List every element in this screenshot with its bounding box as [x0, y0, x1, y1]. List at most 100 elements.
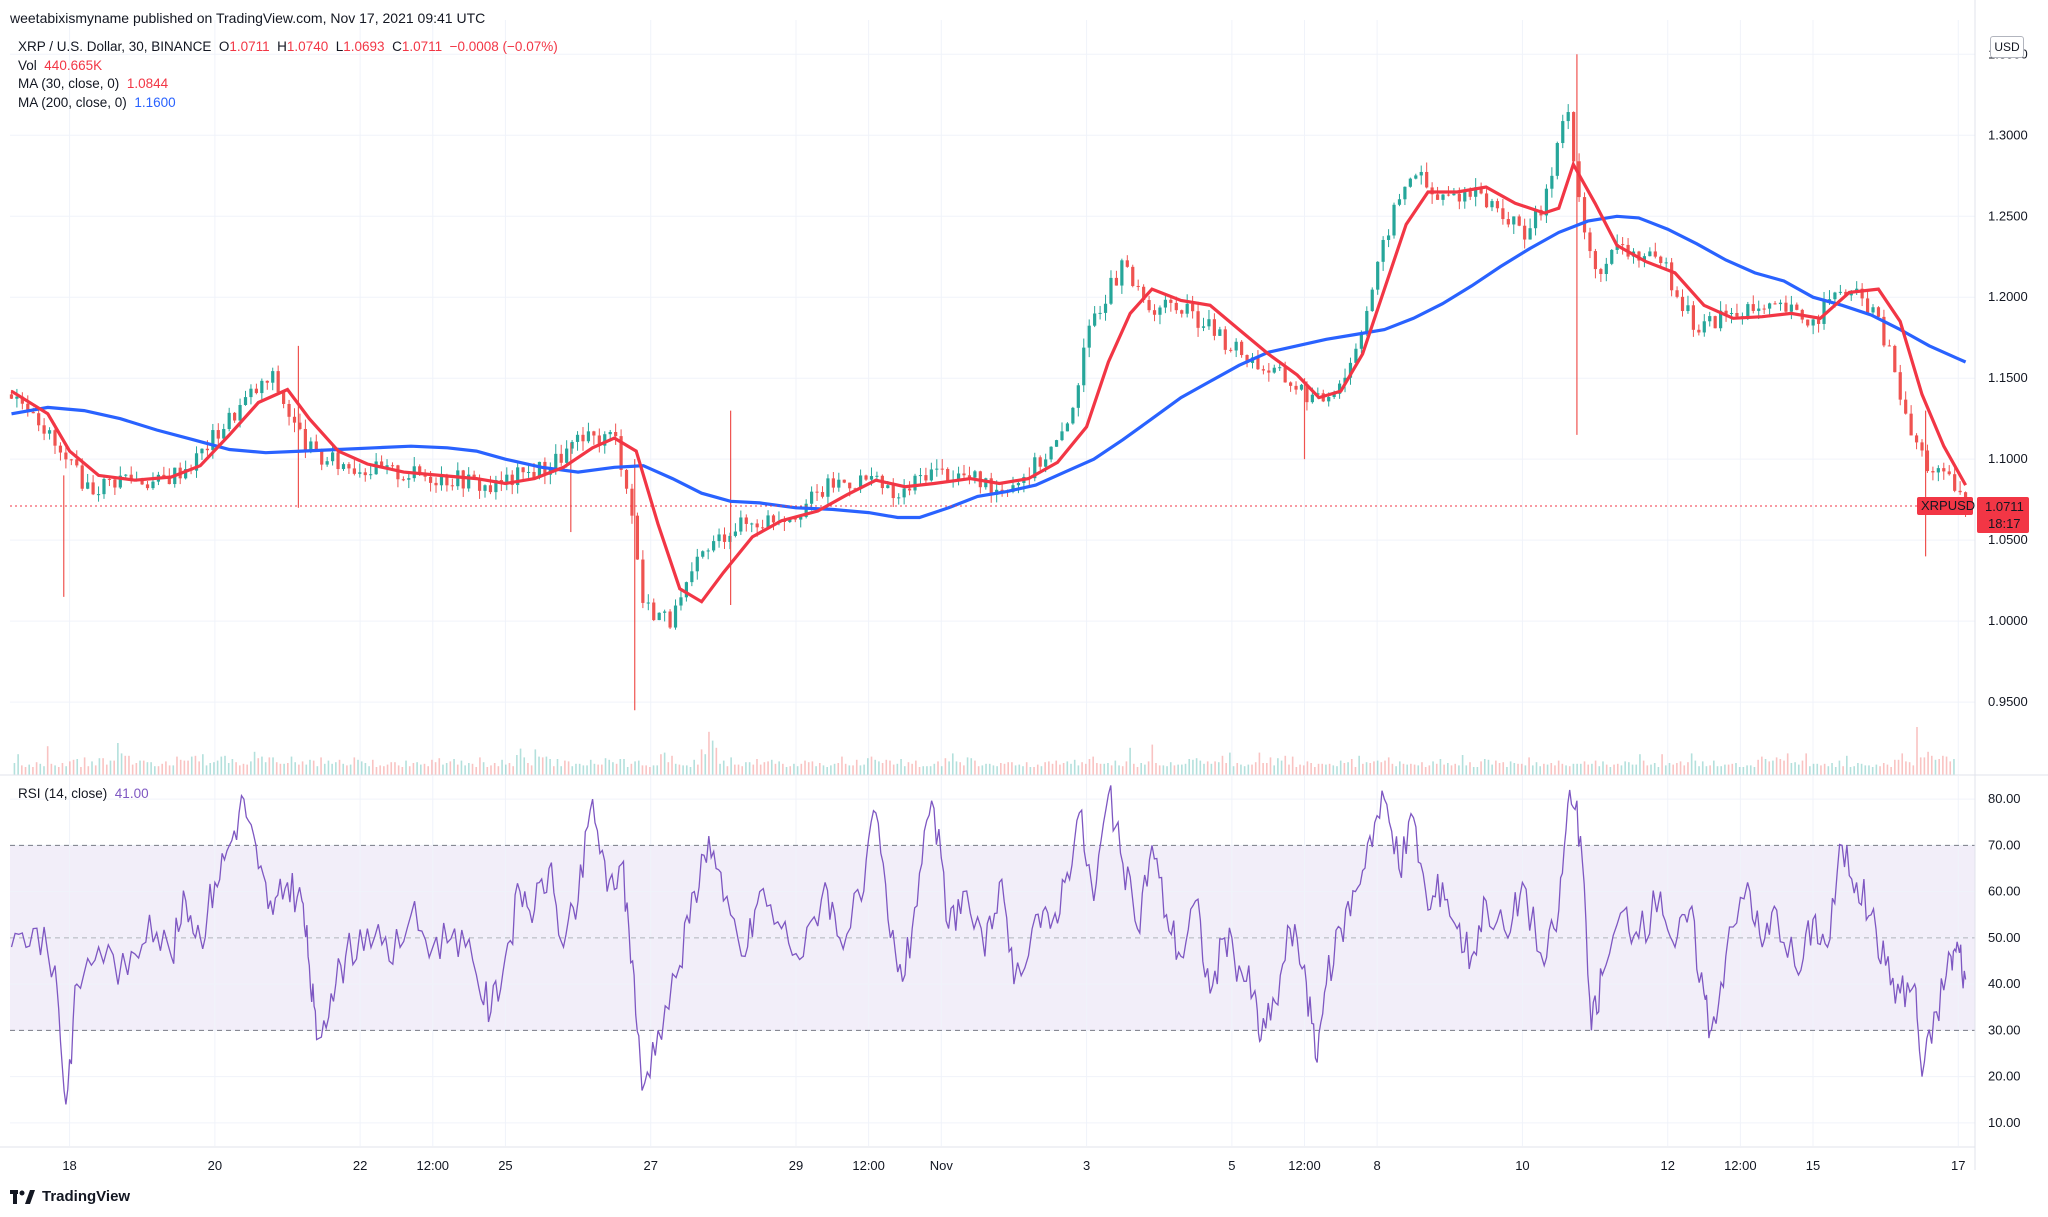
volume-bar [1413, 764, 1416, 775]
price-grid [10, 20, 1975, 775]
volume-legend-row[interactable]: Vol 440.665K [18, 57, 558, 76]
time-tick-label: 5 [1228, 1158, 1235, 1173]
volume-bar [1435, 763, 1438, 775]
candle-body [1811, 319, 1815, 326]
volume-bar [1498, 763, 1501, 775]
volume-bar [427, 766, 429, 775]
volume-bar [682, 765, 684, 775]
candle-body [973, 471, 977, 478]
volume-bar [863, 764, 865, 775]
price-tick-label: 1.0500 [1988, 532, 2028, 547]
currency-button[interactable]: USD [1990, 36, 2024, 58]
volume-bar [715, 747, 718, 775]
symbol-legend-row[interactable]: XRP / U.S. Dollar, 30, BINANCE O1.0711 H… [18, 38, 558, 57]
price-axis[interactable]: 1.35001.30001.25001.20001.15001.10001.05… [1988, 46, 2028, 709]
volume-bar [748, 762, 751, 775]
volume-bar [626, 767, 629, 775]
candle-body [940, 468, 944, 470]
volume-bar [1930, 755, 1933, 775]
candle-body [1403, 186, 1407, 200]
candle-body [766, 515, 770, 528]
candle-body [439, 475, 444, 486]
candle-body [848, 482, 852, 489]
candle-body [1011, 485, 1015, 492]
volume-bar [442, 764, 444, 775]
volume-bar [482, 762, 485, 775]
candle-body [450, 485, 454, 487]
volume-bar [1657, 767, 1660, 775]
volume-bar [778, 761, 780, 775]
candle-body [722, 534, 727, 542]
volume-bar [1254, 762, 1257, 775]
tradingview-logo[interactable]: TradingView [10, 1188, 130, 1205]
volume-bar [445, 763, 448, 775]
volume-bar [1114, 760, 1117, 775]
volume-bar [1683, 765, 1686, 775]
volume-bar [323, 763, 326, 775]
volume-bar [612, 762, 614, 775]
ma30-legend-row[interactable]: MA (30, close, 0) 1.0844 [18, 75, 558, 94]
volume-bar [726, 766, 729, 775]
candle-body [902, 488, 906, 498]
time-tick-label: 27 [643, 1158, 657, 1173]
time-axis[interactable]: 18 20 22 12:00 25 27 29 12:00 Nov 3 5 12:00 8 10 12 12:… [62, 1158, 1965, 1173]
volume-bar [1724, 764, 1726, 775]
rsi-legend[interactable]: RSI (14, close) 41.00 [18, 786, 149, 801]
volume-bar [1384, 760, 1386, 775]
candle-body [233, 412, 237, 421]
candle-body [804, 503, 808, 517]
candle-body [1234, 341, 1238, 351]
candle-body [989, 478, 993, 495]
candle-body [559, 453, 563, 463]
candle-body [526, 471, 531, 473]
candle-body [771, 515, 776, 523]
volume-bar [545, 756, 548, 775]
candle-body [712, 541, 716, 551]
volume-bar [235, 762, 237, 775]
close-value: 1.0711 [401, 39, 443, 54]
candle-body [1093, 313, 1097, 326]
candle-body [222, 428, 226, 439]
volume-bar [1262, 763, 1264, 775]
volume-bar [527, 763, 529, 775]
volume-bar [1598, 766, 1601, 775]
volume-bar [1624, 761, 1626, 775]
volume-bar [1469, 762, 1471, 775]
volume-bar [1003, 763, 1006, 775]
candle-body [298, 422, 302, 429]
candle-body [265, 380, 269, 383]
volume-bar [567, 761, 570, 775]
candle-body [630, 488, 634, 516]
candle-body [1882, 316, 1886, 346]
volume-bar [1742, 767, 1745, 775]
ma200-legend-row[interactable]: MA (200, close, 0) 1.1600 [18, 94, 558, 113]
candle-body [151, 481, 155, 489]
volume-bar [841, 756, 843, 775]
volume-bar [150, 762, 152, 775]
volume-bar [357, 759, 359, 775]
volume-bar [209, 763, 212, 775]
candle-body [64, 452, 68, 460]
rsi-axis[interactable]: 80.00 70.00 60.00 50.00 40.00 30.00 20.00 10.00 [1988, 791, 2021, 1130]
volume-bar [460, 760, 463, 775]
volume-bar [970, 758, 973, 775]
candle-body [750, 523, 754, 525]
volume-bar [1158, 765, 1161, 775]
candle-body [1544, 188, 1549, 216]
rsi-tick-label: 60.00 [1988, 884, 2021, 899]
candle-body [1680, 296, 1685, 312]
candle-body [1697, 329, 1701, 333]
candle-body [1958, 490, 1962, 493]
candle-body [80, 465, 84, 489]
candle-body [31, 411, 35, 414]
volume-bar [290, 756, 293, 775]
volume-bar [807, 762, 810, 775]
volume-bar [1506, 767, 1508, 775]
candle-body [1604, 263, 1608, 275]
volume-bar [926, 766, 928, 775]
volume-bar [205, 765, 208, 775]
candle-body [946, 468, 950, 482]
volume-bar [383, 766, 385, 775]
candle-body [1561, 121, 1565, 144]
volume-bar [1266, 763, 1268, 775]
